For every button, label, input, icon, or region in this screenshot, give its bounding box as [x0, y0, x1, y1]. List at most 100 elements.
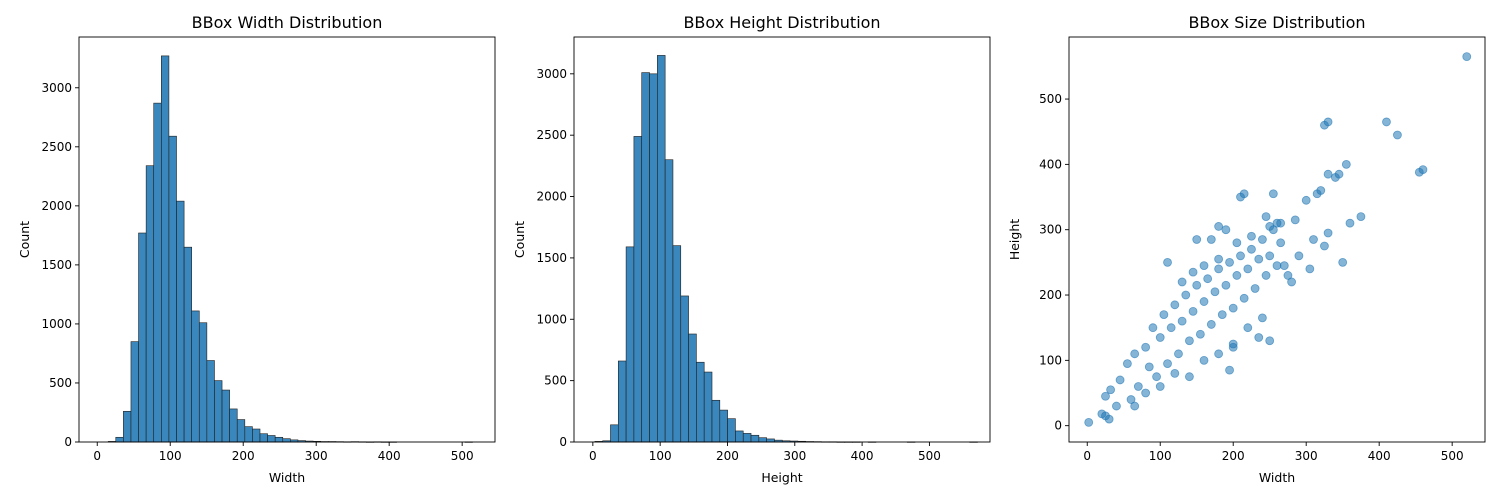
scatter-point — [1393, 130, 1402, 140]
x-tick-label: 400 — [851, 449, 874, 463]
histogram-bar — [244, 426, 253, 443]
scatter-point — [1192, 235, 1202, 244]
scatter-point — [1265, 251, 1275, 261]
scatter-point — [1217, 310, 1227, 320]
histogram-bar — [191, 310, 200, 443]
scatter-point — [1265, 222, 1275, 231]
scatter-point — [1323, 169, 1333, 179]
scatter-point — [1141, 342, 1151, 352]
scatter-point — [1210, 287, 1220, 297]
scatter-point — [1243, 264, 1253, 274]
histogram-bar — [183, 246, 192, 443]
histogram-bar — [259, 433, 268, 443]
histogram-bar — [680, 295, 689, 443]
histogram-bar — [719, 409, 728, 443]
scatter-point — [1192, 280, 1202, 290]
scatter-point — [1232, 238, 1242, 248]
x-tick-label: 0 — [589, 449, 597, 463]
scatter-point — [1126, 395, 1136, 404]
histogram-bar — [617, 360, 627, 443]
scatter-point — [1345, 218, 1355, 228]
histogram-bar — [735, 430, 744, 443]
x-tick-label: 500 — [451, 449, 474, 463]
scatter-point — [1320, 241, 1329, 251]
scatter-point — [1170, 300, 1180, 310]
y-tick-label: 3000 — [536, 67, 567, 81]
scatter-point — [1163, 359, 1172, 369]
scatter-point — [1276, 238, 1286, 248]
scatter-point — [1115, 375, 1125, 385]
scatter-point — [1225, 365, 1234, 375]
chart-title: BBox Width Distribution — [192, 13, 383, 32]
histogram-bar — [758, 437, 767, 443]
y-tick-label: 300 — [1039, 223, 1062, 237]
scatter-point — [1305, 264, 1315, 274]
y-tick-label: 1000 — [41, 317, 72, 331]
chart-title: BBox Size Distribution — [1188, 13, 1365, 32]
histogram-bar — [696, 361, 705, 443]
y-tick-label: 3000 — [41, 81, 72, 95]
scatter-point — [1283, 271, 1293, 280]
scatter-point — [1112, 401, 1121, 411]
scatter-point — [1206, 235, 1216, 244]
scatter-point — [1174, 349, 1183, 359]
scatter-point — [1418, 165, 1428, 175]
scatter-point — [1106, 385, 1115, 395]
y-tick-label: 400 — [1039, 157, 1062, 171]
scatter-point — [1214, 349, 1224, 359]
scatter-point — [1203, 274, 1213, 284]
histogram-bar — [236, 419, 246, 443]
x-tick-label: 200 — [232, 449, 255, 463]
histogram-bar — [742, 433, 752, 443]
histogram-bar — [161, 55, 170, 443]
scatter-point — [1195, 329, 1205, 339]
x-tick-label: 300 — [1295, 449, 1318, 463]
scatter-point — [1254, 254, 1264, 264]
scatter-point — [1101, 391, 1110, 401]
scatter-point — [1199, 297, 1209, 306]
scatter-point — [1462, 52, 1472, 61]
scatter-point — [1261, 271, 1271, 280]
histogram-bar — [633, 136, 643, 443]
y-tick-label: 2500 — [536, 128, 567, 142]
histogram-bar — [221, 389, 230, 443]
histogram-bar — [168, 135, 177, 443]
histogram-bar — [153, 102, 162, 443]
scatter-point — [1170, 369, 1180, 378]
x-tick-label: 100 — [159, 449, 182, 463]
scatter-point — [1188, 306, 1198, 316]
histogram-bar — [115, 436, 124, 443]
scatter-point — [1199, 355, 1209, 365]
y-axis-label: Count — [17, 221, 32, 258]
histogram-bar — [145, 165, 155, 443]
x-axis-label: Height — [761, 470, 802, 485]
y-tick-label: 500 — [544, 374, 567, 388]
y-tick-label: 2000 — [536, 190, 567, 204]
chart-panel-1: 0 100 200 300 400 500 0 500 1000 1500 2000 2500 3000… — [17, 13, 496, 485]
histogram-bar — [703, 371, 713, 443]
y-tick-label: 500 — [49, 376, 72, 390]
y-tick-label: 1500 — [536, 251, 567, 265]
histogram-bar — [664, 159, 674, 443]
scatter-point — [1309, 235, 1318, 244]
scatter-point — [1177, 316, 1187, 326]
histogram-bar — [229, 408, 238, 443]
y-tick-label: 2000 — [41, 199, 72, 213]
histogram-bar — [252, 428, 261, 443]
y-tick-label: 1500 — [41, 258, 72, 272]
plot-frame — [78, 36, 496, 443]
histogram-bar — [130, 341, 139, 443]
scatter-point — [1214, 254, 1224, 264]
histogram-bar — [750, 434, 760, 443]
scatter-point — [1166, 323, 1176, 333]
scatter-point — [1221, 280, 1231, 290]
scatter-point — [1185, 336, 1194, 346]
scatter-point — [1276, 218, 1286, 228]
scatter-point — [1181, 290, 1191, 300]
scatter-point — [1188, 267, 1198, 277]
x-tick-label: 200 — [716, 449, 739, 463]
scatter-point — [1199, 261, 1209, 271]
histogram-bar — [766, 438, 775, 443]
scatter-point — [1279, 261, 1289, 271]
scatter-point — [1163, 257, 1172, 267]
